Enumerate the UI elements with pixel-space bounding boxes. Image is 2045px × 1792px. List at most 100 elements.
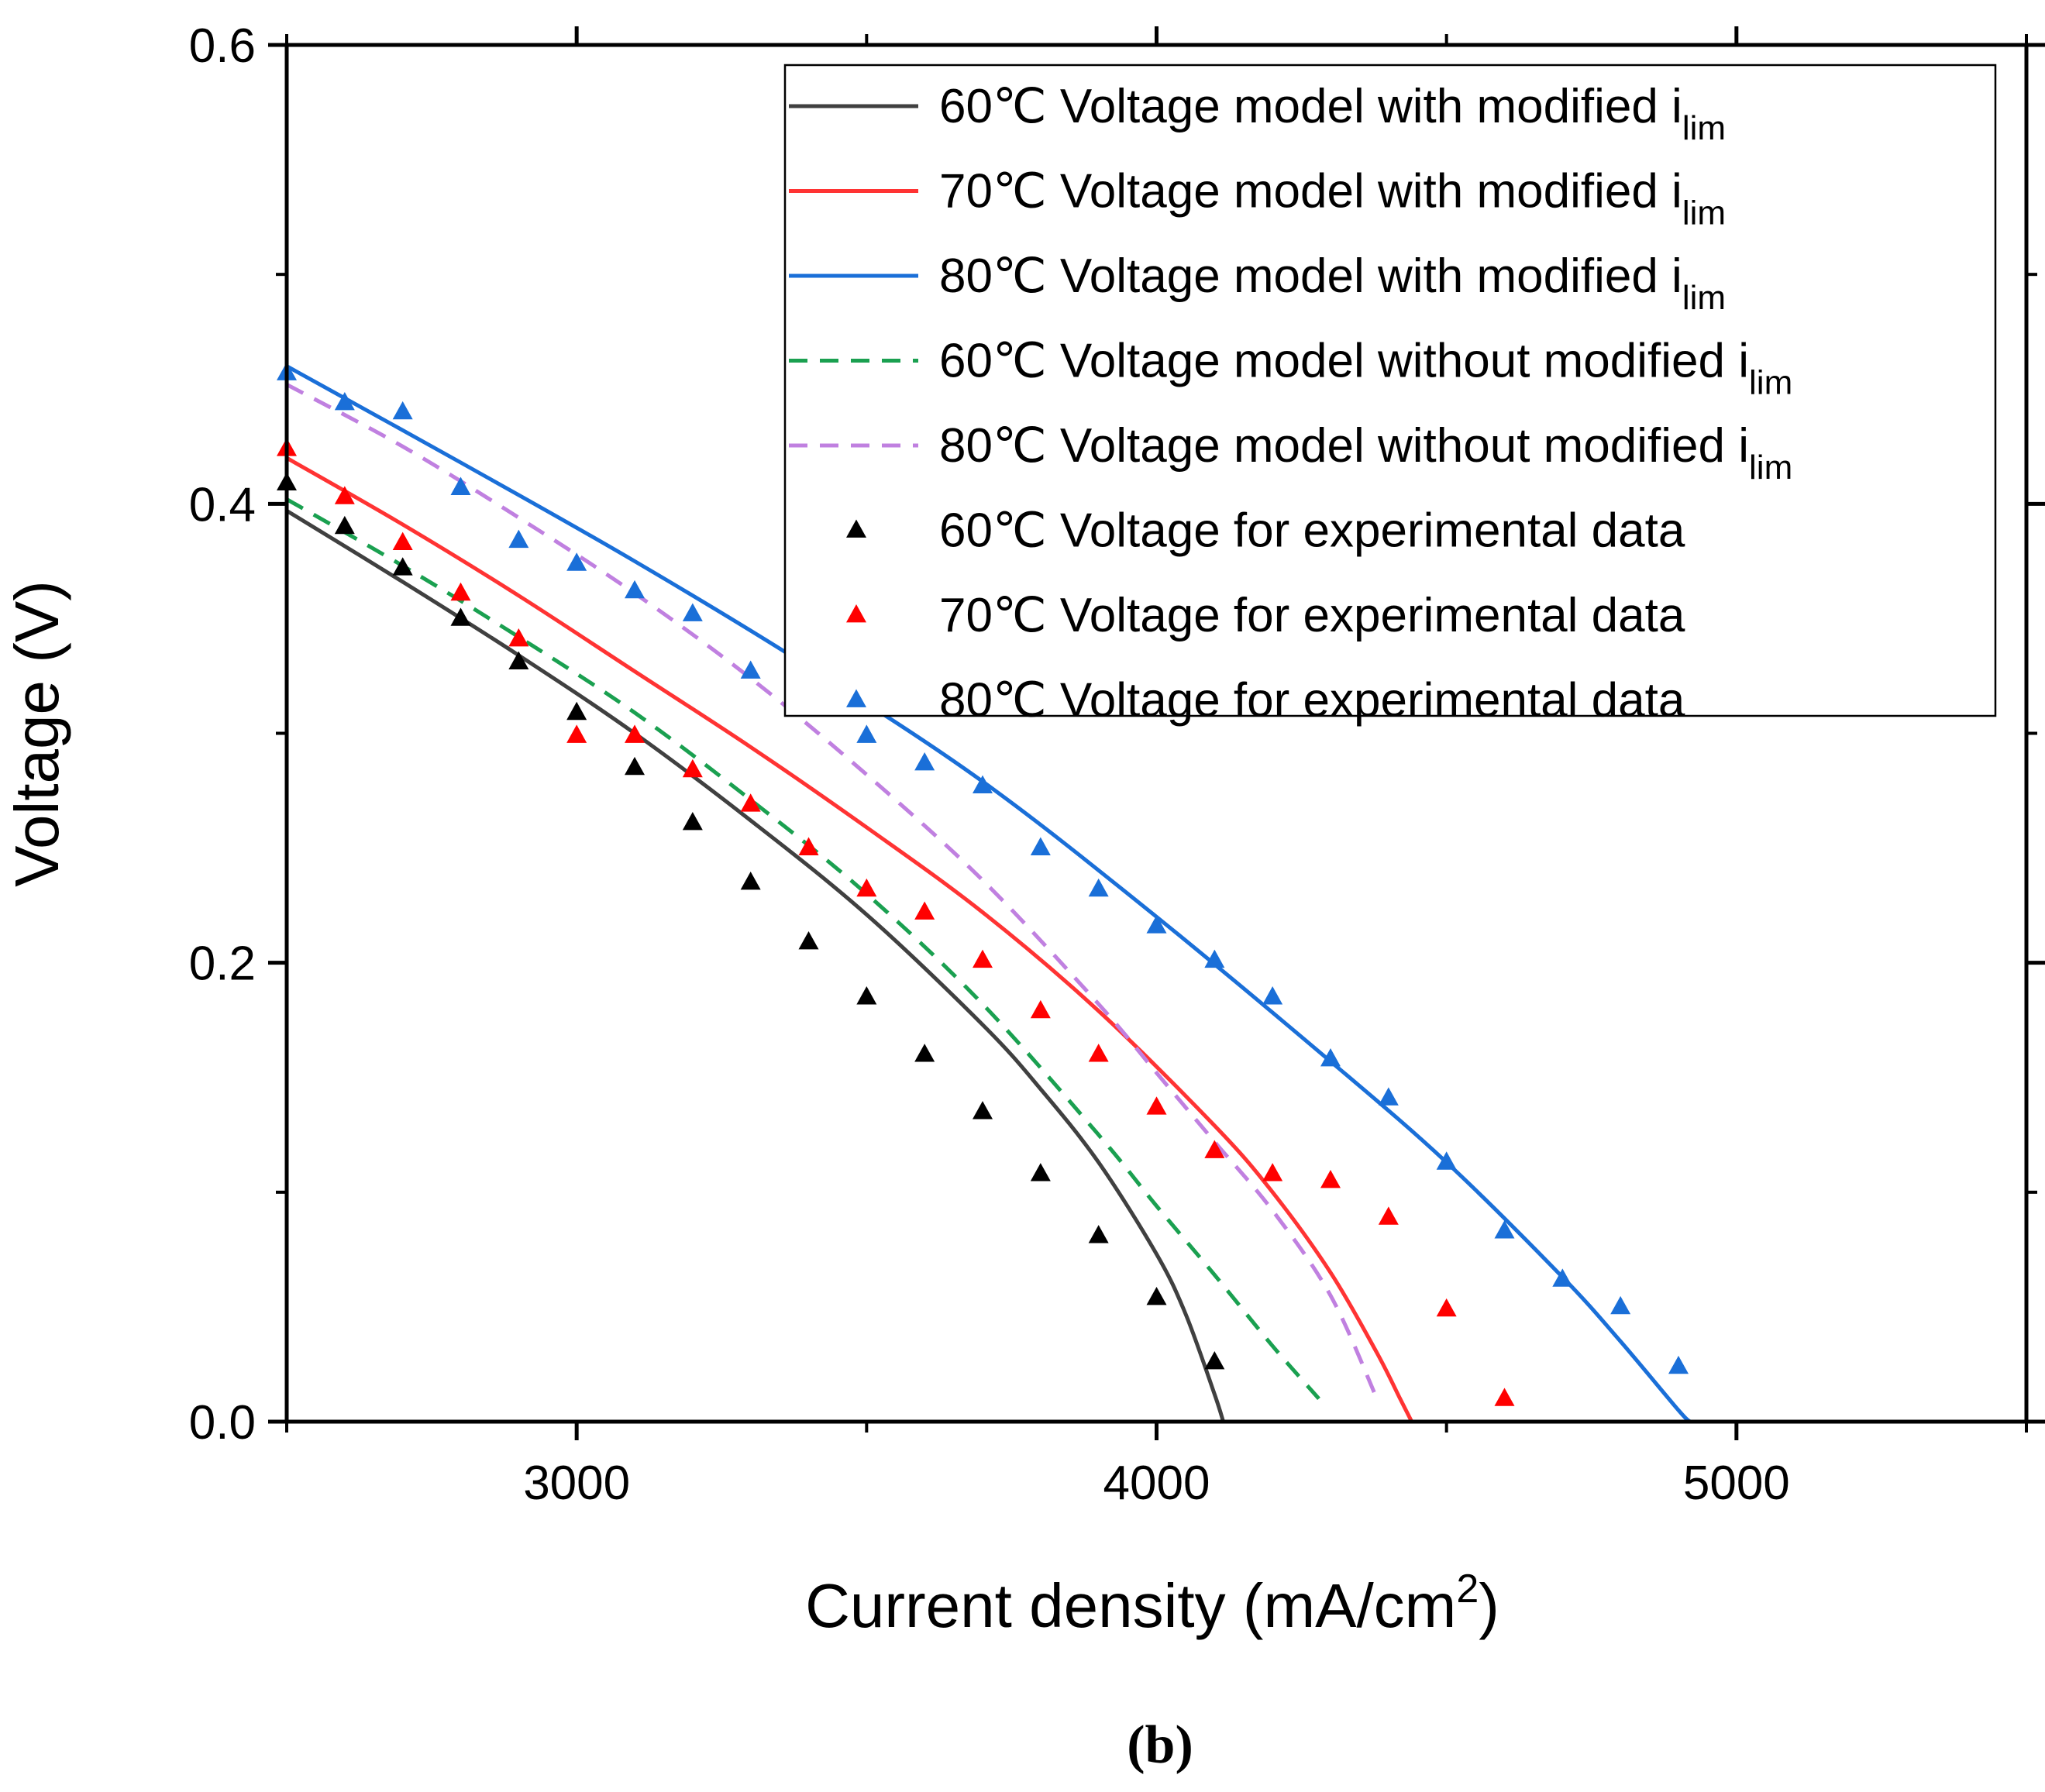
series-8-marker <box>392 401 413 420</box>
legend-item-4: 60℃ Voltage model without modified ilim <box>789 335 1792 402</box>
series-8-marker <box>973 775 993 793</box>
legend-item-8-swatch <box>846 689 866 707</box>
series-8-marker <box>1552 1268 1573 1287</box>
series-6-marker <box>508 651 529 670</box>
x-axis-title: Current density (mA/cm2) <box>805 1567 1499 1640</box>
legend-item-7: 70℃ Voltage for experimental data <box>846 589 1685 642</box>
legend-item-2: 70℃ Voltage model with modified ilim <box>789 165 1726 232</box>
series-8-marker <box>740 660 761 679</box>
legend-item-3: 80℃ Voltage model with modified ilim <box>789 249 1726 317</box>
series-6-marker <box>1204 1350 1225 1370</box>
series-8-marker <box>566 552 587 571</box>
series-8-marker <box>1088 878 1109 897</box>
x-tick-label: 4000 <box>1103 1457 1210 1510</box>
series-1-line <box>285 509 1225 1422</box>
legend-item-3-label: 80℃ Voltage model with modified ilim <box>939 249 1726 317</box>
x-tick-label: 5000 <box>1683 1457 1790 1510</box>
y-tick-label: 0.6 <box>189 19 256 73</box>
legend-item-8-label: 80℃ Voltage for experimental data <box>939 674 1685 727</box>
series-6-marker <box>973 1101 993 1120</box>
series-7-marker <box>798 837 819 855</box>
marker-layer <box>277 362 1689 1406</box>
series-6-marker <box>566 701 587 721</box>
legend: 60℃ Voltage model with modified ilim 70℃ … <box>783 64 1997 727</box>
series-6-marker <box>856 986 877 1005</box>
series-7-marker <box>682 758 703 778</box>
legend-item-6-label: 60℃ Voltage for experimental data <box>939 504 1685 558</box>
series-7-marker <box>508 628 529 647</box>
series-7-marker <box>1088 1044 1109 1062</box>
x-axis-title-sup: 2 <box>1456 1567 1479 1611</box>
legend-item-6-swatch <box>846 519 866 538</box>
series-6-marker <box>1088 1225 1109 1243</box>
panel-label: (b) <box>1127 1715 1193 1775</box>
x-axis-title-main: Current density (mA/cm <box>805 1571 1456 1640</box>
series-7-marker <box>856 878 877 897</box>
series-8-marker <box>1494 1220 1515 1239</box>
legend-item-1: 60℃ Voltage model with modified ilim <box>789 80 1726 147</box>
series-7-marker <box>1494 1388 1515 1406</box>
series-8-marker <box>1610 1295 1631 1315</box>
series-6-marker <box>914 1044 935 1062</box>
series-8-marker <box>1378 1087 1399 1106</box>
series-7-marker <box>566 724 587 743</box>
series-7-marker <box>1262 1163 1283 1181</box>
series-8-marker <box>1668 1355 1689 1374</box>
series-layer <box>285 364 1692 1423</box>
legend-item-1-label: 60℃ Voltage model with modified ilim <box>939 80 1726 147</box>
series-7-marker <box>1146 1096 1167 1115</box>
series-8-marker <box>856 724 877 743</box>
legend-item-4-label: 60℃ Voltage model without modified ilim <box>939 335 1792 402</box>
series-7-marker <box>740 793 761 812</box>
series-6-marker <box>392 557 413 576</box>
series-8-marker <box>1262 986 1283 1005</box>
series-6-marker <box>1146 1287 1167 1305</box>
y-tick-label: 0.4 <box>189 478 256 531</box>
legend-item-7-swatch <box>846 604 866 623</box>
legend-item-6: 60℃ Voltage for experimental data <box>846 504 1685 558</box>
series-6-marker <box>1030 1163 1051 1181</box>
legend-item-5-label: 80℃ Voltage model without modified ilim <box>939 419 1792 487</box>
series-8-marker <box>1436 1151 1457 1170</box>
series-8-marker <box>682 603 703 621</box>
series-5-line <box>285 383 1379 1400</box>
series-8-marker <box>914 752 935 771</box>
x-tick-label: 3000 <box>523 1457 630 1510</box>
legend-items: 60℃ Voltage model with modified ilim 70℃ … <box>789 80 1792 727</box>
series-7-marker <box>625 724 645 743</box>
series-6-marker <box>740 871 761 890</box>
series-8-marker <box>508 529 529 549</box>
series-8-marker <box>334 391 355 411</box>
series-8-marker <box>1204 949 1225 968</box>
legend-item-2-label: 70℃ Voltage model with modified ilim <box>939 165 1726 232</box>
series-3-line <box>285 364 1692 1423</box>
legend-item-8: 80℃ Voltage for experimental data <box>846 674 1685 727</box>
y-tick-label: 0.2 <box>189 937 256 991</box>
series-6-marker <box>625 756 645 776</box>
series-7-marker <box>1378 1206 1399 1225</box>
y-axis-title: Voltage (V) <box>2 580 71 887</box>
series-8-marker <box>1146 915 1167 934</box>
series-6-marker <box>682 811 703 831</box>
series-8-marker <box>450 476 471 495</box>
series-7-marker <box>914 901 935 920</box>
series-7-marker <box>1320 1169 1341 1188</box>
series-8-marker <box>1320 1048 1341 1067</box>
series-7-marker <box>1030 999 1051 1019</box>
series-7-marker <box>334 486 355 504</box>
series-7-marker <box>392 531 413 551</box>
series-8-marker <box>625 580 645 599</box>
series-4-line <box>285 497 1320 1401</box>
legend-box <box>783 64 1997 717</box>
series-7-marker <box>973 949 993 968</box>
series-6-marker <box>334 515 355 535</box>
y-tick-label: 0.0 <box>189 1396 256 1450</box>
series-8-marker <box>1030 837 1051 855</box>
x-axis-title-end: ) <box>1479 1571 1499 1640</box>
series-7-marker <box>450 582 471 601</box>
series-6-marker <box>450 607 471 626</box>
series-2-line <box>285 456 1414 1423</box>
series-7-marker <box>1204 1140 1225 1158</box>
